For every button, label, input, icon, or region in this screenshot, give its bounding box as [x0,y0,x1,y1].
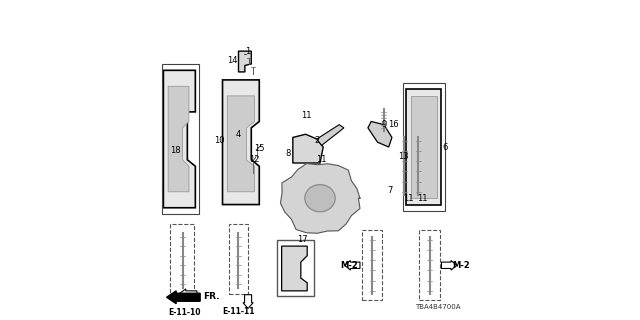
Text: 11: 11 [316,155,327,164]
Text: 1: 1 [246,47,251,56]
Text: 8: 8 [285,149,291,158]
Text: 7: 7 [388,186,393,195]
Polygon shape [168,86,189,192]
Text: 15: 15 [254,144,264,153]
Text: E-11-10: E-11-10 [168,308,200,317]
Text: 9: 9 [381,120,387,129]
Text: 18: 18 [170,146,181,155]
Polygon shape [411,96,436,198]
Text: 17: 17 [297,235,308,244]
Text: E-11-11: E-11-11 [222,307,255,316]
Text: TBA4B4700A: TBA4B4700A [415,304,461,310]
FancyArrow shape [166,291,200,304]
Text: 6: 6 [442,142,447,152]
Text: 13: 13 [398,152,408,161]
Polygon shape [282,246,307,291]
Bar [419,230,440,300]
Polygon shape [406,90,442,204]
Text: M-2: M-2 [452,261,470,270]
Polygon shape [223,80,259,204]
Text: 16: 16 [388,120,399,129]
Polygon shape [368,122,392,147]
Polygon shape [239,51,252,72]
Text: 12: 12 [249,155,260,164]
Text: M-2: M-2 [340,261,358,270]
FancyArrow shape [179,289,197,299]
Bar [362,230,382,300]
Text: 11: 11 [417,194,428,203]
Text: 2: 2 [314,136,319,145]
Polygon shape [280,164,360,233]
Text: 14: 14 [227,56,237,65]
Ellipse shape [305,185,335,212]
Bar [277,240,314,296]
Text: 11: 11 [403,194,413,203]
Text: 10: 10 [214,136,225,145]
Bar [403,83,445,211]
Bar [229,224,248,294]
Bar [162,64,198,214]
FancyArrow shape [442,260,457,270]
Polygon shape [293,134,323,163]
Text: 4: 4 [236,130,241,139]
FancyArrow shape [344,260,360,270]
Polygon shape [163,70,195,208]
Bar [170,224,195,294]
FancyArrow shape [243,295,253,308]
Polygon shape [317,125,344,145]
Text: 11: 11 [301,111,312,120]
Text: FR.: FR. [204,292,220,301]
Polygon shape [227,96,255,192]
